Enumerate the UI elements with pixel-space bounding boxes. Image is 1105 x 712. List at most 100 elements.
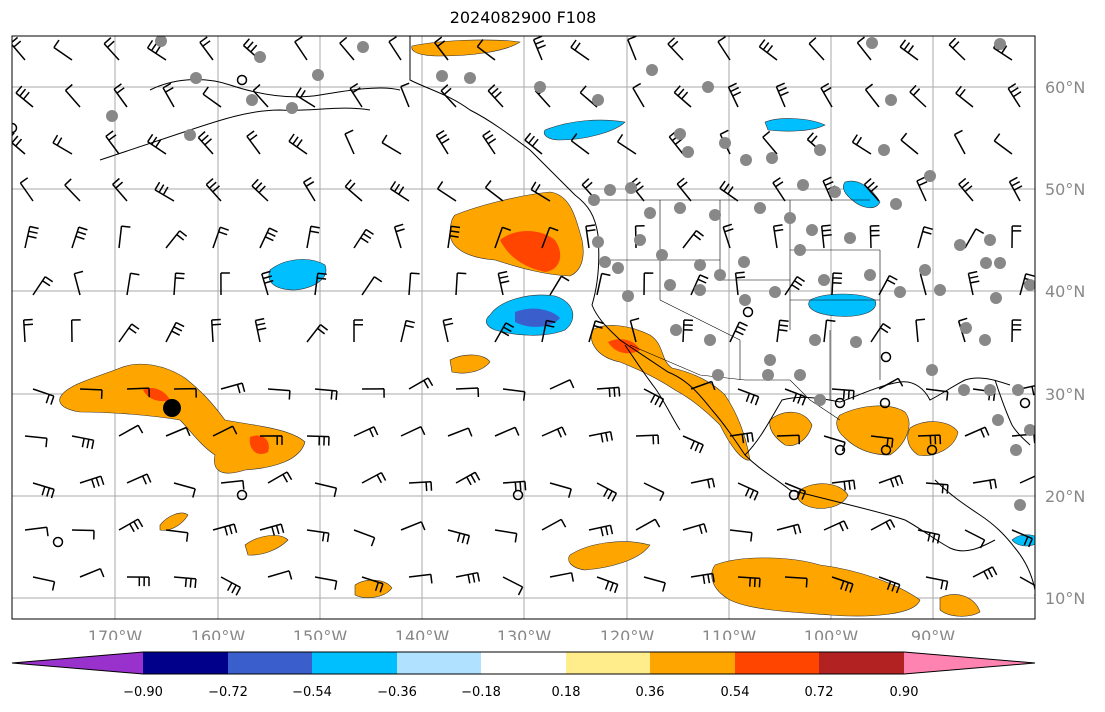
station-marker[interactable] xyxy=(784,212,796,224)
station-marker[interactable] xyxy=(702,81,714,93)
station-marker[interactable] xyxy=(814,144,826,156)
station-marker[interactable] xyxy=(979,334,991,346)
station-marker[interactable] xyxy=(646,64,658,76)
station-marker[interactable] xyxy=(766,152,778,164)
station-marker[interactable] xyxy=(738,256,750,268)
station-marker[interactable] xyxy=(664,279,676,291)
station-marker[interactable] xyxy=(155,35,167,47)
station-marker[interactable] xyxy=(878,144,890,156)
location-marker[interactable] xyxy=(163,399,181,417)
station-marker[interactable] xyxy=(604,184,616,196)
station-marker-empty[interactable] xyxy=(834,444,846,456)
station-marker[interactable] xyxy=(919,264,931,276)
station-marker[interactable] xyxy=(246,94,258,106)
station-marker[interactable] xyxy=(1012,384,1024,396)
station-marker[interactable] xyxy=(818,274,830,286)
station-marker-empty[interactable] xyxy=(8,122,18,134)
station-marker[interactable] xyxy=(1010,444,1022,456)
station-marker[interactable] xyxy=(984,384,996,396)
station-marker[interactable] xyxy=(592,236,604,248)
station-marker[interactable] xyxy=(719,137,731,149)
station-marker[interactable] xyxy=(926,364,938,376)
station-marker[interactable] xyxy=(312,69,324,81)
station-marker[interactable] xyxy=(634,234,646,246)
station-marker-empty[interactable] xyxy=(879,397,891,409)
station-marker-empty[interactable] xyxy=(512,489,524,501)
station-marker[interactable] xyxy=(797,179,809,191)
station-marker[interactable] xyxy=(1024,424,1036,436)
station-marker[interactable] xyxy=(994,257,1006,269)
station-marker[interactable] xyxy=(814,394,826,406)
station-marker[interactable] xyxy=(682,146,694,158)
station-marker[interactable] xyxy=(890,198,902,210)
station-marker[interactable] xyxy=(809,334,821,346)
station-marker-empty[interactable] xyxy=(926,444,938,456)
station-marker-empty[interactable] xyxy=(880,351,892,363)
station-marker[interactable] xyxy=(958,384,970,396)
station-marker[interactable] xyxy=(588,194,600,206)
station-marker[interactable] xyxy=(592,94,604,106)
station-marker[interactable] xyxy=(769,286,781,298)
station-marker[interactable] xyxy=(612,262,624,274)
station-marker[interactable] xyxy=(885,94,897,106)
station-marker[interactable] xyxy=(764,354,776,366)
station-marker[interactable] xyxy=(674,128,686,140)
station-marker[interactable] xyxy=(740,154,752,166)
station-marker[interactable] xyxy=(694,259,706,271)
station-marker[interactable] xyxy=(806,224,818,236)
station-marker[interactable] xyxy=(924,170,936,182)
station-marker[interactable] xyxy=(794,244,806,256)
station-marker-empty[interactable] xyxy=(880,444,892,456)
station-marker[interactable] xyxy=(934,284,946,296)
station-marker[interactable] xyxy=(992,414,1004,426)
station-marker[interactable] xyxy=(286,102,298,114)
station-marker[interactable] xyxy=(670,324,682,336)
station-marker[interactable] xyxy=(184,129,196,141)
station-marker[interactable] xyxy=(866,37,878,49)
station-marker-empty[interactable] xyxy=(1019,397,1031,409)
station-marker[interactable] xyxy=(464,72,476,84)
station-marker[interactable] xyxy=(106,110,118,122)
station-marker[interactable] xyxy=(694,284,706,296)
station-marker[interactable] xyxy=(954,239,966,251)
station-marker[interactable] xyxy=(357,41,369,53)
station-marker[interactable] xyxy=(980,257,992,269)
station-marker[interactable] xyxy=(656,249,668,261)
station-marker[interactable] xyxy=(864,269,876,281)
station-marker[interactable] xyxy=(960,322,972,334)
station-marker[interactable] xyxy=(704,334,716,346)
station-marker[interactable] xyxy=(712,369,724,381)
station-marker[interactable] xyxy=(984,234,996,246)
station-marker[interactable] xyxy=(1014,499,1026,511)
station-marker-empty[interactable] xyxy=(834,397,846,409)
station-marker[interactable] xyxy=(714,269,726,281)
station-marker[interactable] xyxy=(762,369,774,381)
station-marker-empty[interactable] xyxy=(788,489,800,501)
station-marker-empty[interactable] xyxy=(52,536,64,548)
station-marker[interactable] xyxy=(894,286,906,298)
station-marker[interactable] xyxy=(674,202,686,214)
station-marker[interactable] xyxy=(644,207,656,219)
station-marker[interactable] xyxy=(829,186,841,198)
station-marker[interactable] xyxy=(990,292,1002,304)
station-marker[interactable] xyxy=(844,232,856,244)
station-marker[interactable] xyxy=(599,256,611,268)
station-marker[interactable] xyxy=(794,369,806,381)
station-marker-empty[interactable] xyxy=(236,489,248,501)
station-marker[interactable] xyxy=(994,38,1006,50)
station-marker[interactable] xyxy=(709,209,721,221)
station-marker-empty[interactable] xyxy=(742,306,754,318)
station-marker[interactable] xyxy=(754,202,766,214)
station-marker[interactable] xyxy=(739,294,751,306)
station-marker[interactable] xyxy=(622,290,634,302)
station-marker[interactable] xyxy=(254,51,266,63)
weather-map[interactable]: 60°N 50°N 40°N 30°N 20°N 10°N 170°W 160°… xyxy=(0,0,1105,640)
station-marker[interactable] xyxy=(534,81,546,93)
station-marker[interactable] xyxy=(850,336,862,348)
station-marker[interactable] xyxy=(625,182,637,194)
station-marker[interactable] xyxy=(436,70,448,82)
station-marker-empty[interactable] xyxy=(236,74,248,86)
colorbar-segment xyxy=(650,652,735,674)
station-marker[interactable] xyxy=(190,72,202,84)
station-marker[interactable] xyxy=(1024,279,1036,291)
